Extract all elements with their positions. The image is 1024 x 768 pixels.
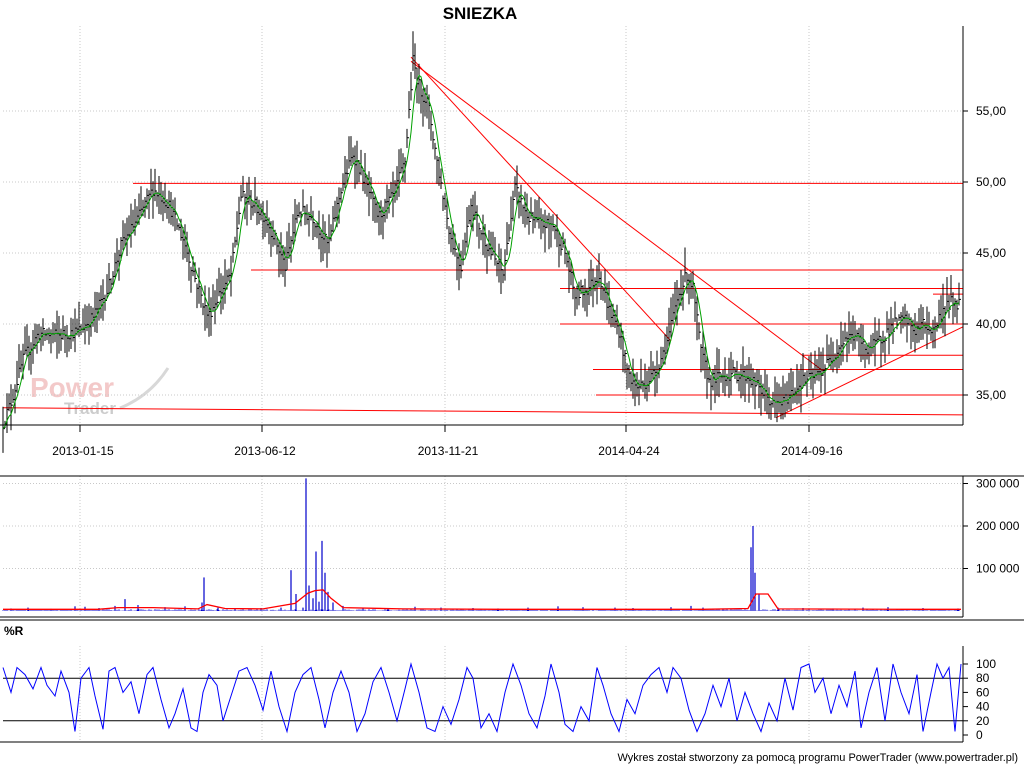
date-axis: 2013-01-15 2013-06-12 2013-11-21 2014-04-24… [52,425,843,458]
chart-title: SNIEZKA [443,4,518,23]
trend-line [775,326,964,419]
volume-average-line [3,589,961,610]
williams-r-label: %R [4,624,24,638]
panel-frames [0,26,1024,743]
date-tick-label: 2014-09-16 [781,444,843,458]
williams-r-y-tick-label: 60 [976,685,990,699]
volume-grid [3,476,963,617]
trend-line [410,56,672,342]
trend-lines [2,56,964,419]
trend-line [2,407,964,416]
price-y-tick-label: 40,00 [976,317,1006,331]
date-tick-label: 2013-11-21 [418,444,479,458]
price-y-tick-label: 50,00 [976,175,1006,189]
volume-y-tick-label: 300 000 [976,477,1020,491]
volume-y-axis: 100 000 200 000 300 000 [963,477,1020,576]
williams-r-grid [79,646,810,742]
watermark-line1: Power [30,372,114,403]
williams-r-reference-lines [3,677,963,722]
date-tick-label: 2014-04-24 [598,444,660,458]
watermark: Power Trader [30,367,170,418]
date-tick-label: 2013-06-12 [234,444,296,458]
price-bars [2,31,961,453]
price-y-tick-label: 45,00 [976,246,1006,260]
williams-r-line [2,662,962,734]
williams-r-y-tick-label: 20 [976,714,990,728]
watermark-swoosh-icon [119,367,170,410]
trend-line [410,60,824,372]
williams-r-y-tick-label: 0 [976,728,983,742]
williams-r-y-tick-label: 100 [976,657,996,671]
price-y-tick-label: 35,00 [976,388,1006,402]
moving-average-line [2,74,960,429]
volume-y-tick-label: 200 000 [976,519,1020,533]
price-bar-series [2,31,961,453]
volume-baseline-bars [2,609,960,611]
date-tick-label: 2013-01-15 [52,444,114,458]
williams-r-y-tick-label: 40 [976,700,990,714]
price-y-tick-label: 55,00 [976,104,1006,118]
volume-bars [2,478,960,611]
volume-y-tick-label: 100 000 [976,562,1020,576]
price-y-axis: 35,00 40,00 45,00 50,00 55,00 [963,104,1006,402]
williams-r-y-tick-label: 80 [976,671,990,685]
footer-credit: Wykres został stworzony za pomocą progra… [617,752,1018,764]
